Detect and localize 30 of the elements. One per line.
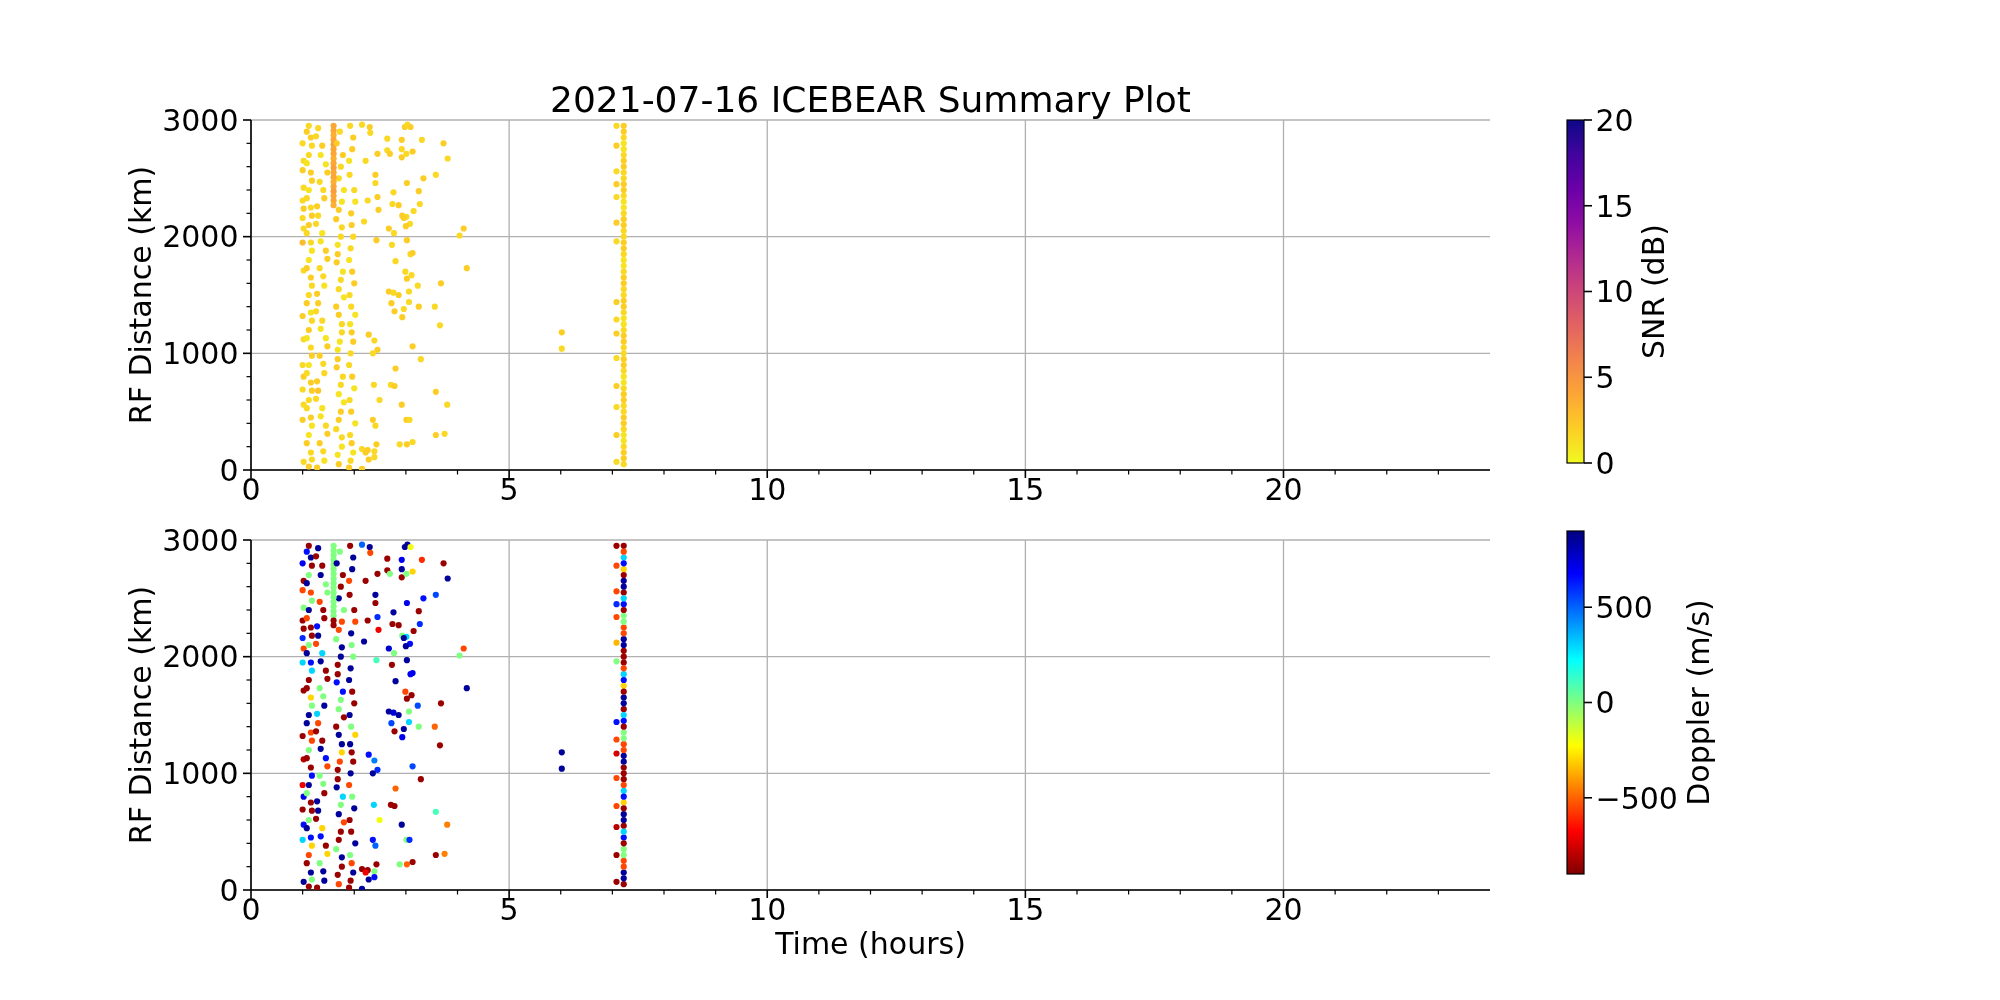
y-axis-title: RF Distance (km) [122, 585, 158, 845]
x-tick-label: 15 [1006, 472, 1045, 507]
y-tick-label: 1000 [162, 756, 239, 792]
y-tick-label: 2000 [162, 639, 239, 675]
color-bar-label: 500 [1595, 590, 1653, 626]
y-axis-title: RF Distance (km) [122, 165, 158, 425]
x-tick-label: 20 [1264, 472, 1303, 507]
color-bar-title: SNR (dB) [1636, 224, 1672, 359]
color-bar-label: −500 [1595, 780, 1678, 816]
x-tick-label: 5 [499, 892, 519, 927]
x-tick-label: 20 [1264, 892, 1303, 927]
color-bar-label: 5 [1595, 360, 1615, 396]
x-tick-label: 10 [748, 472, 787, 507]
y-tick-label: 2000 [162, 219, 239, 255]
color-bar-title: Doppler (m/s) [1680, 599, 1716, 806]
x-tick-label: 15 [1006, 892, 1045, 927]
y-tick-label: 3000 [162, 522, 239, 558]
x-axis-title: Time (hours) [774, 926, 966, 961]
color-bar-label: 0 [1595, 445, 1615, 481]
y-tick-label: 3000 [162, 102, 239, 138]
x-tick-label: 10 [748, 892, 787, 927]
chart-title: 2021-07-16 ICEBEAR Summary Plot [550, 79, 1191, 120]
color-bar-label: 15 [1595, 188, 1634, 224]
color-bar-label: 0 [1595, 685, 1615, 721]
x-tick-label: 0 [241, 892, 261, 927]
x-tick-label: 5 [499, 472, 519, 507]
color-bar-label: 10 [1595, 274, 1634, 310]
x-tick-label: 0 [241, 472, 261, 507]
y-tick-label: 1000 [162, 336, 239, 372]
color-bar-label: 20 [1595, 102, 1634, 138]
